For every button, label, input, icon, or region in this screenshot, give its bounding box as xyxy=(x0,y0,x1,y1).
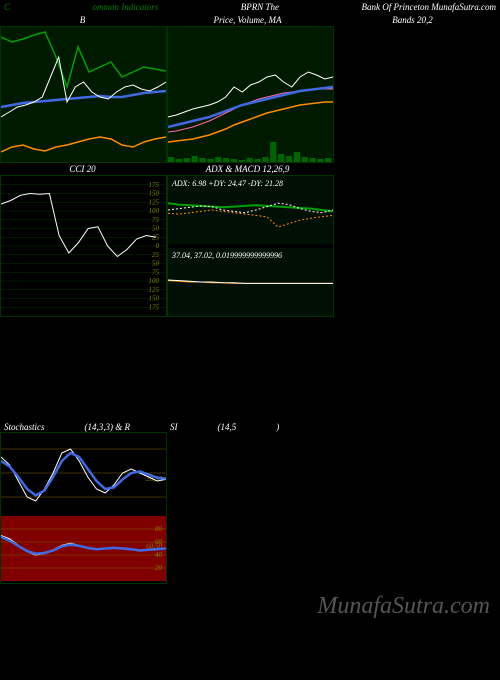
svg-text:37.04, 37.02, 0.019999999999: 37.04, 37.02, 0.019999999999996 xyxy=(171,251,282,260)
svg-text:100: 100 xyxy=(149,207,160,215)
svg-text:20: 20 xyxy=(155,564,163,572)
svg-text:75: 75 xyxy=(152,216,160,224)
svg-text:0: 0 xyxy=(156,242,160,250)
chart-adx-macd: ADX: 6.98 +DY: 24.47 -DY: 21.28 37.04, 37… xyxy=(167,175,334,317)
row3-title: Stochastics (14,3,3) & R SI (14,5 ) xyxy=(0,422,500,432)
title-bollinger: B xyxy=(0,14,165,26)
svg-text:175: 175 xyxy=(149,181,160,189)
stoch-t1: Stochastics xyxy=(4,422,45,432)
svg-text:ADX: 6.98 +DY: 24.47 -DY: 21: ADX: 6.98 +DY: 24.47 -DY: 21.28 xyxy=(171,179,283,188)
title-price-ma: Price, Volume, MA xyxy=(165,14,330,26)
hdr-mid1: ommon Indicators xyxy=(93,2,159,12)
svg-text:50: 50 xyxy=(152,225,160,233)
row2-titles: CCI 20 ADX & MACD 12,26,9 xyxy=(0,163,500,175)
svg-text:40: 40 xyxy=(155,551,163,559)
chart-stoch-rsi: 20,508060402060,50 xyxy=(0,432,167,584)
hdr-mid2: BPRN The xyxy=(241,2,279,12)
chart-cci: 1751501251007550250255075100125150175 xyxy=(0,175,167,317)
title-cci: CCI 20 xyxy=(0,163,165,175)
stoch-t4: (14,5 xyxy=(218,422,237,432)
svg-text:150: 150 xyxy=(149,190,160,198)
watermark: MunafaSutra.com xyxy=(317,593,490,620)
chart-price-ma xyxy=(167,26,334,163)
svg-text:175: 175 xyxy=(149,303,160,311)
stoch-t2: (14,3,3) & R xyxy=(85,422,131,432)
svg-text:50: 50 xyxy=(152,260,160,268)
svg-text:125: 125 xyxy=(149,198,160,206)
stoch-t3: SI xyxy=(170,422,178,432)
gap xyxy=(0,317,500,422)
row2-charts: 1751501251007550250255075100125150175 AD… xyxy=(0,175,500,317)
header-bar: C ommon Indicators BPRN The Bank Of Prin… xyxy=(0,0,500,14)
row1-titles: B Price, Volume, MA Bands 20,2 xyxy=(0,14,500,26)
row3-charts: 20,508060402060,50 xyxy=(0,432,500,584)
svg-text:25: 25 xyxy=(152,251,160,259)
svg-text:80: 80 xyxy=(155,525,163,533)
chart-bollinger xyxy=(0,26,167,163)
svg-text:75: 75 xyxy=(152,268,160,276)
stoch-t5: ) xyxy=(276,422,279,432)
svg-text:125: 125 xyxy=(149,286,160,294)
row1-charts xyxy=(0,26,500,163)
title-adx-macd: ADX & MACD 12,26,9 xyxy=(165,163,330,175)
svg-text:150: 150 xyxy=(149,295,160,303)
svg-text:100: 100 xyxy=(149,277,160,285)
title-bands-right: Bands 20,2 xyxy=(330,14,495,26)
hdr-right: Bank Of Princeton MunafaSutra.com xyxy=(362,2,496,12)
hdr-left: C xyxy=(4,2,10,12)
